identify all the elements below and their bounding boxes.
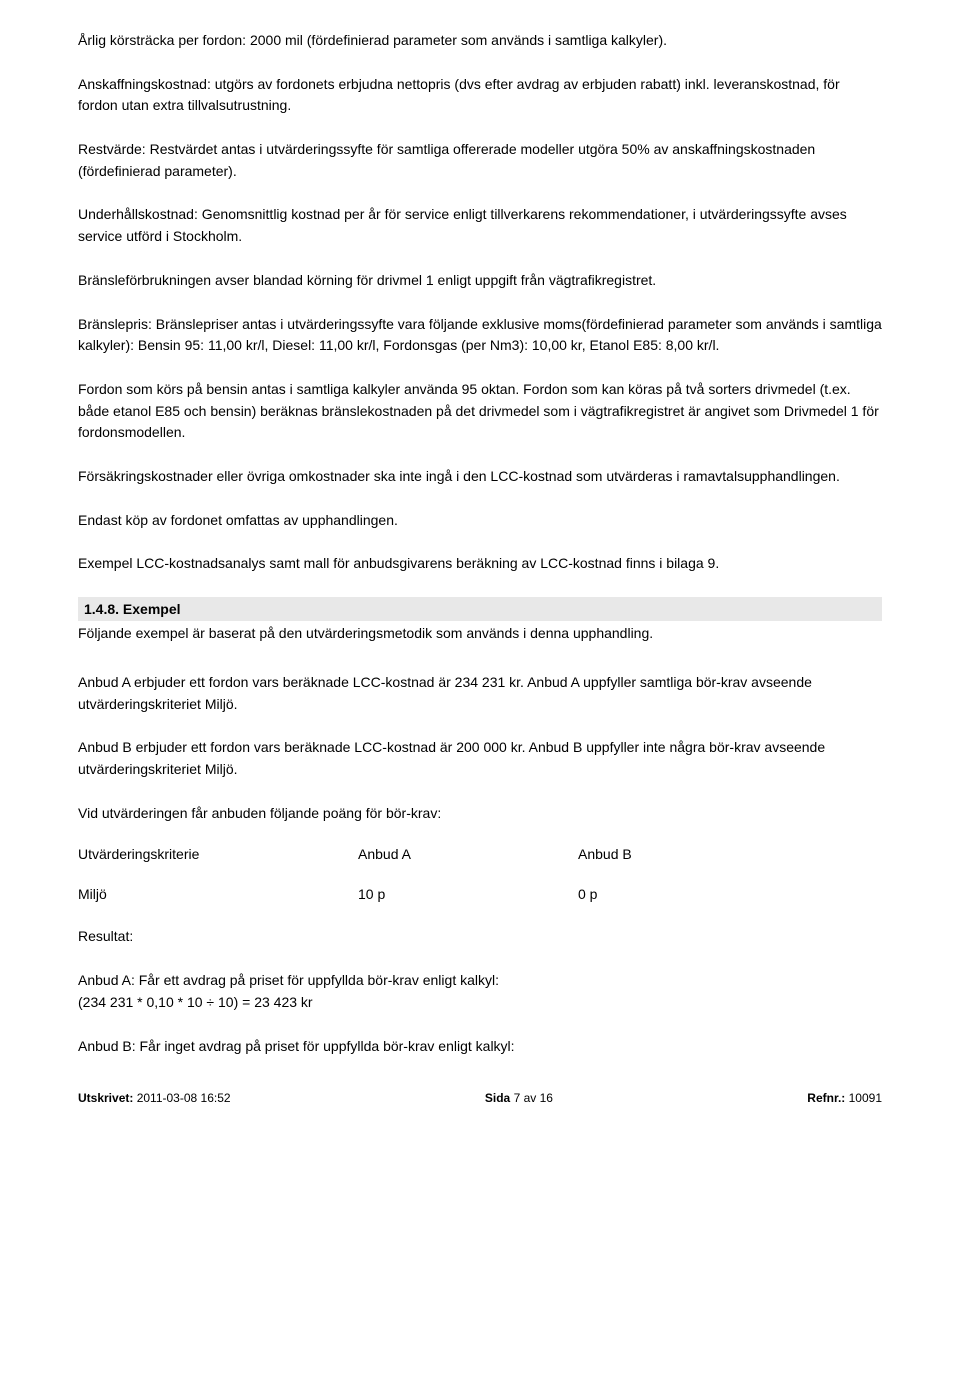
footer-left-label: Utskrivet: xyxy=(78,1091,133,1105)
paragraph: Restvärde: Restvärdet antas i utvärderin… xyxy=(78,139,882,182)
footer-center-value: 7 av 16 xyxy=(514,1091,553,1105)
paragraph: Anbud B erbjuder ett fordon vars beräkna… xyxy=(78,737,882,780)
paragraph: Underhållskostnad: Genomsnittlig kostnad… xyxy=(78,204,882,247)
section-heading: 1.4.8. Exempel xyxy=(78,597,882,621)
result-label: Resultat: xyxy=(78,926,882,948)
paragraph: Vid utvärderingen får anbuden följande p… xyxy=(78,803,882,825)
eval-header-anbud-b: Anbud B xyxy=(578,846,758,862)
eval-cell-anbud-a: 10 p xyxy=(358,886,578,902)
paragraph: Årlig körsträcka per fordon: 2000 mil (f… xyxy=(78,30,882,52)
section-subtext: Följande exempel är baserat på den utvär… xyxy=(78,623,882,644)
paragraph: Fordon som körs på bensin antas i samtli… xyxy=(78,379,882,444)
paragraph: Försäkringskostnader eller övriga omkost… xyxy=(78,466,882,488)
paragraph: Endast köp av fordonet omfattas av uppha… xyxy=(78,510,882,532)
footer-right-value: 10091 xyxy=(845,1091,882,1105)
result-b-line: Anbud B: Får inget avdrag på priset för … xyxy=(78,1036,882,1058)
footer-center: Sida 7 av 16 xyxy=(485,1091,553,1105)
paragraph: Exempel LCC-kostnadsanalys samt mall för… xyxy=(78,553,882,575)
page-footer: Utskrivet: 2011-03-08 16:52 Sida 7 av 16… xyxy=(78,1085,882,1105)
paragraph: Anskaffningskostnad: utgörs av fordonets… xyxy=(78,74,882,117)
document-page: Årlig körsträcka per fordon: 2000 mil (f… xyxy=(0,0,960,1125)
footer-right-label: Refnr.: xyxy=(807,1091,845,1105)
paragraph: Anbud A erbjuder ett fordon vars beräkna… xyxy=(78,672,882,715)
eval-cell-anbud-b: 0 p xyxy=(578,886,758,902)
eval-header-criteria: Utvärderingskriterie xyxy=(78,846,358,862)
footer-center-label: Sida xyxy=(485,1091,514,1105)
result-a-line1: Anbud A: Får ett avdrag på priset för up… xyxy=(78,970,882,992)
eval-header-row: Utvärderingskriterie Anbud A Anbud B xyxy=(78,846,882,862)
eval-data-row: Miljö 10 p 0 p xyxy=(78,886,882,902)
eval-cell-criteria: Miljö xyxy=(78,886,358,902)
paragraph: Bränslepris: Bränslepriser antas i utvär… xyxy=(78,314,882,357)
eval-header-anbud-a: Anbud A xyxy=(358,846,578,862)
footer-left: Utskrivet: 2011-03-08 16:52 xyxy=(78,1091,231,1105)
result-a-line2: (234 231 * 0,10 * 10 ÷ 10) = 23 423 kr xyxy=(78,992,882,1014)
paragraph: Bränsleförbrukningen avser blandad körni… xyxy=(78,270,882,292)
footer-left-value: 2011-03-08 16:52 xyxy=(133,1091,230,1105)
footer-right: Refnr.: 10091 xyxy=(807,1091,882,1105)
